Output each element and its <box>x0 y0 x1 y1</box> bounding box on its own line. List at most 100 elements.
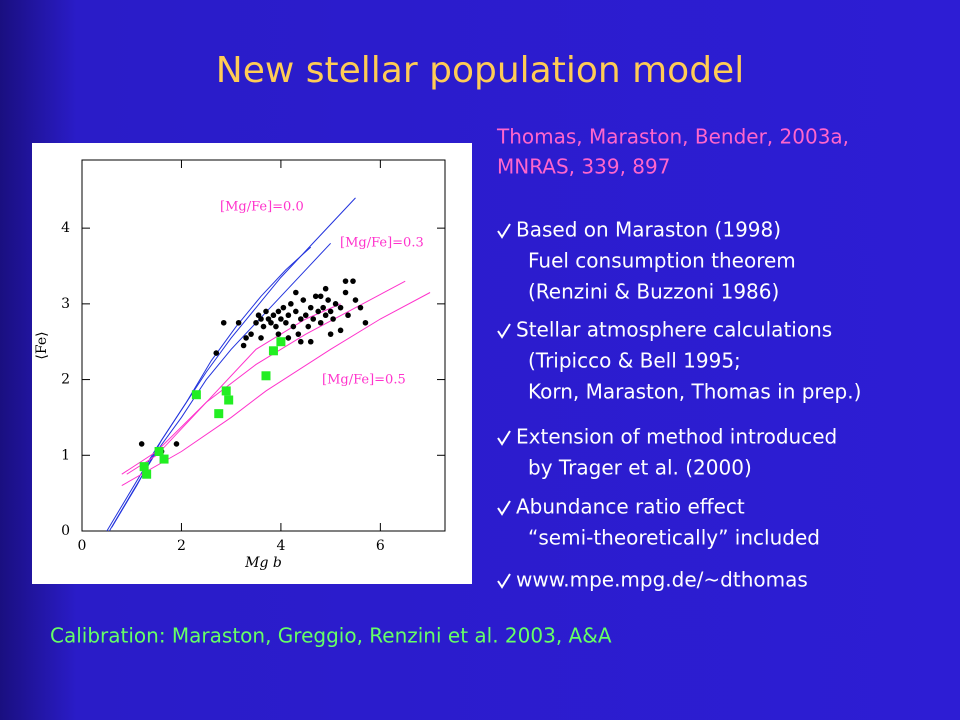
data-square <box>191 390 201 400</box>
data-dot <box>270 312 277 319</box>
data-dot <box>310 316 317 322</box>
data-dot <box>258 335 264 341</box>
bullet-text: www.mpe.mpg.de/~dthomas <box>516 568 808 592</box>
footer: Calibration: Maraston, Greggio, Renzini … <box>50 624 612 648</box>
data-dot <box>300 297 307 303</box>
data-dot <box>362 319 369 326</box>
data-dot <box>342 278 349 284</box>
data-dot <box>297 338 304 345</box>
x-axis-label: Mg b <box>244 555 282 571</box>
chart-panel <box>32 143 472 584</box>
data-dot <box>285 312 292 319</box>
data-dot <box>293 308 299 315</box>
data-dot <box>290 323 297 330</box>
data-dot <box>305 323 312 330</box>
slide-title: New stellar population model <box>216 50 744 91</box>
bullet-text: (Tripicco & Bell 1995; <box>528 349 741 373</box>
model-line <box>121 292 431 487</box>
data-square <box>221 386 231 396</box>
y-tick-label: 1 <box>61 447 70 463</box>
data-dot <box>275 308 282 315</box>
data-dot <box>138 441 145 447</box>
data-dot <box>248 331 254 337</box>
data-dot <box>273 323 279 330</box>
bullet-text: Korn, Maraston, Thomas in prep.) <box>528 380 861 404</box>
data-dot <box>173 441 180 447</box>
data-dot <box>235 319 242 326</box>
data-dot <box>302 312 309 319</box>
data-dot <box>240 342 247 349</box>
data-dot <box>352 297 359 303</box>
x-tick-label: 4 <box>276 538 285 554</box>
data-dot <box>285 335 292 341</box>
data-dot <box>320 304 326 311</box>
data-square <box>214 409 224 419</box>
data-dot <box>327 308 334 315</box>
data-dot <box>315 308 321 315</box>
data-dot <box>295 331 302 337</box>
data-dot <box>330 316 336 322</box>
data-dot <box>275 331 282 337</box>
data-dot <box>283 319 289 326</box>
bullet-text: Fuel consumption theorem <box>528 249 796 273</box>
data-dot <box>243 335 249 341</box>
data-dot <box>317 319 324 326</box>
data-dot <box>350 278 356 284</box>
y-tick-label: 2 <box>61 372 70 388</box>
check-icon <box>497 323 511 339</box>
reference: MNRAS, 339, 897 <box>497 155 670 179</box>
check-icon <box>497 500 511 516</box>
data-dot <box>288 301 294 307</box>
data-dot <box>342 289 349 296</box>
x-tick-label: 0 <box>78 538 87 554</box>
bullet-list: Based on Maraston (1998) Fuel consumption… <box>497 218 861 592</box>
x-tick-label: 6 <box>376 538 385 554</box>
data-dot <box>307 338 314 345</box>
annotation: [Mg/Fe]=0.5 <box>322 373 406 388</box>
y-tick-label: 3 <box>61 296 70 312</box>
data-dot <box>312 293 319 300</box>
plot-frame <box>81 159 446 532</box>
data-dot <box>260 323 267 330</box>
data-dot <box>278 316 284 322</box>
data-dot <box>258 316 264 322</box>
data-dot <box>213 350 220 356</box>
data-dot <box>317 293 324 300</box>
data-dot <box>325 297 331 303</box>
annotation: [Mg/Fe]=0.0 <box>220 200 304 215</box>
data-dot <box>263 308 269 315</box>
check-icon <box>497 573 511 589</box>
bullet-text: Extension of method introduced <box>516 425 837 449</box>
data-square <box>159 454 169 464</box>
data-dot <box>332 301 339 307</box>
data-dot <box>293 289 299 296</box>
annotation: [Mg/Fe]=0.3 <box>340 236 424 251</box>
data-square <box>139 462 149 472</box>
data-dot <box>307 304 314 311</box>
data-dot <box>337 304 344 311</box>
data-square <box>276 337 286 347</box>
data-square <box>224 395 234 405</box>
model-line <box>126 303 341 475</box>
check-icon <box>497 223 511 239</box>
bullet-text: Stellar atmosphere calculations <box>516 318 832 342</box>
data-dot <box>280 304 287 311</box>
bullet-text: Abundance ratio effect <box>516 495 745 519</box>
data-square <box>268 346 278 356</box>
data-dot <box>322 285 329 292</box>
data-dot <box>327 331 334 337</box>
model-line <box>106 197 356 532</box>
check-icon <box>497 430 511 446</box>
data-square <box>154 447 164 456</box>
data-dot <box>322 312 329 319</box>
bullet-text: by Trager et al. (2000) <box>528 456 752 480</box>
data-dot <box>268 319 274 326</box>
reference: Thomas, Maraston, Bender, 2003a, <box>496 125 849 149</box>
y-tick-label: 4 <box>61 220 70 236</box>
x-tick-label: 2 <box>177 538 186 554</box>
y-tick-label: 0 <box>61 523 70 539</box>
bullet-text: Based on Maraston (1998) <box>516 218 781 242</box>
data-dot <box>220 319 227 326</box>
